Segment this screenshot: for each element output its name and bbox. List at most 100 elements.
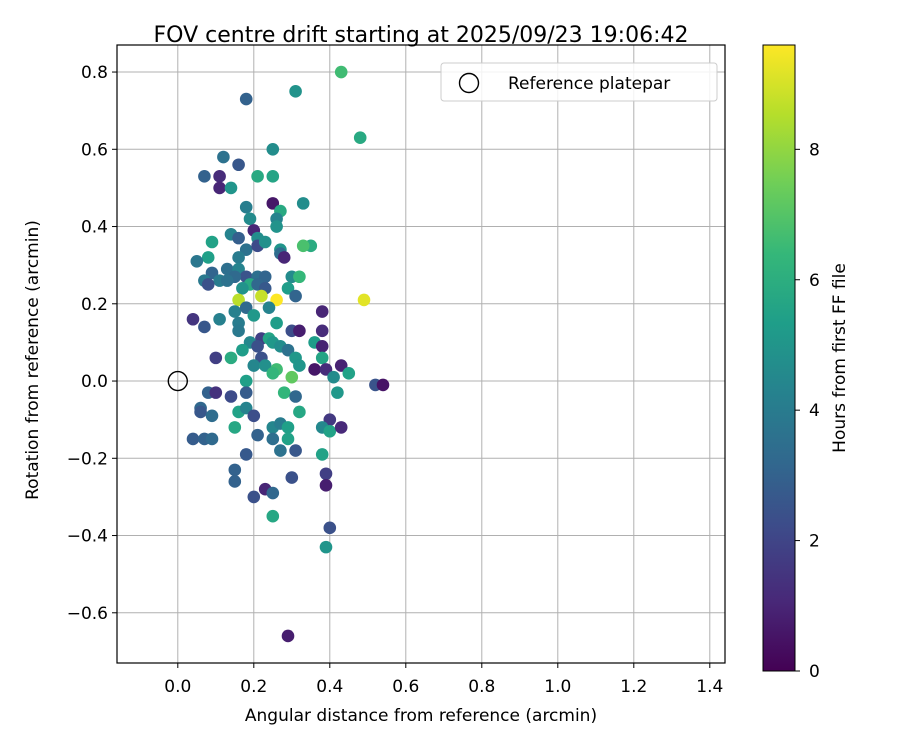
colorbar-tick-label: 8: [809, 140, 820, 160]
data-point: [239, 301, 253, 314]
legend: Reference platepar: [440, 62, 718, 102]
data-point: [186, 312, 200, 326]
data-point: [239, 200, 253, 214]
y-tick-label: −0.6: [67, 604, 108, 624]
data-point: [315, 351, 329, 365]
data-point: [342, 367, 356, 380]
legend-label: Reference platepar: [508, 74, 670, 94]
data-point: [277, 386, 291, 399]
data-point: [255, 289, 268, 303]
y-tick-label: −0.4: [67, 527, 108, 547]
data-point: [270, 220, 283, 233]
data-point: [274, 444, 287, 457]
data-point: [285, 471, 299, 484]
data-point: [296, 239, 310, 253]
data-point: [285, 370, 299, 384]
data-point: [224, 181, 238, 195]
data-point: [281, 629, 295, 643]
data-point: [201, 278, 215, 291]
data-point: [334, 359, 348, 372]
data-point: [334, 421, 348, 434]
data-point: [228, 305, 242, 318]
grid: [117, 45, 725, 663]
data-point: [201, 251, 215, 264]
colorbar: [762, 44, 796, 672]
reference-marker: [167, 370, 189, 392]
data-point: [315, 324, 329, 338]
data-point: [323, 521, 337, 535]
colorbar-tick-label: 2: [809, 532, 820, 552]
data-point: [224, 390, 238, 403]
y-axis-label: Rotation from reference (arcmin): [23, 220, 43, 500]
data-point: [262, 301, 276, 314]
data-point: [315, 339, 329, 353]
data-point: [258, 235, 272, 249]
data-point: [258, 359, 272, 372]
data-point: [293, 405, 306, 419]
data-point: [194, 405, 207, 419]
colorbar-tick-label: 4: [809, 401, 820, 421]
data-point: [293, 324, 306, 338]
data-point: [228, 475, 242, 488]
colorbar-label: Hours from first FF file: [830, 263, 850, 453]
data-point: [293, 359, 306, 372]
points: [186, 65, 390, 643]
data-point: [334, 65, 348, 79]
data-point: [220, 274, 234, 287]
legend-box: [440, 62, 718, 102]
x-tick-label: 0.0: [164, 677, 191, 697]
data-point: [319, 467, 333, 481]
data-point: [376, 378, 390, 392]
data-point: [323, 413, 337, 426]
data-point: [190, 254, 204, 268]
colorbar-tick-label: 0: [809, 662, 820, 682]
data-point: [251, 170, 264, 183]
data-point: [228, 421, 242, 434]
data-point: [232, 324, 245, 338]
data-point: [266, 486, 280, 500]
data-point: [289, 85, 302, 98]
y-tick-label: 0.8: [81, 63, 108, 83]
data-point: [258, 270, 272, 284]
data-point: [239, 448, 253, 461]
data-point: [247, 490, 261, 504]
data-point: [289, 289, 302, 303]
data-point: [220, 262, 234, 276]
data-point: [236, 282, 249, 295]
data-point: [243, 212, 257, 226]
data-point: [270, 293, 283, 307]
data-point: [308, 363, 321, 376]
y-tick-label: −0.2: [67, 449, 108, 469]
data-point: [281, 432, 295, 446]
y-tick-label: 0.0: [81, 372, 108, 392]
plot-frame: [116, 44, 726, 664]
data-point: [239, 92, 253, 106]
data-point: [315, 305, 329, 318]
data-point: [251, 339, 264, 353]
data-point: [198, 320, 211, 334]
y-tick-label: 0.2: [81, 295, 108, 315]
x-tick-label: 1.2: [620, 677, 647, 697]
data-point: [289, 390, 302, 403]
data-point: [236, 343, 249, 357]
data-point: [232, 231, 245, 245]
data-point: [247, 409, 261, 423]
data-point: [213, 312, 226, 326]
data-point: [289, 444, 302, 457]
data-point: [247, 309, 261, 322]
data-point: [205, 235, 219, 249]
data-point: [228, 463, 242, 477]
data-point: [247, 359, 261, 372]
data-point: [209, 386, 223, 399]
data-point: [213, 181, 226, 195]
data-point: [266, 170, 280, 183]
data-point: [266, 509, 280, 523]
y-tick-label: 0.4: [81, 218, 108, 238]
x-axis-ticks: 0.0 0.2 0.4 0.6 0.8 1.0 1.2 1.4: [164, 663, 723, 697]
data-point: [270, 316, 283, 330]
x-tick-label: 0.4: [316, 677, 343, 697]
data-point: [251, 428, 264, 442]
data-point: [239, 243, 253, 257]
